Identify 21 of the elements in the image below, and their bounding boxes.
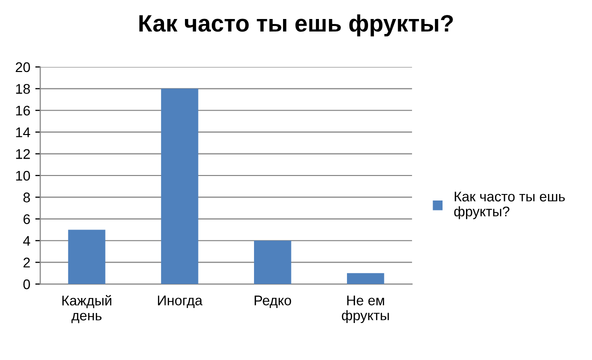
y-tick-label: 10	[16, 170, 30, 181]
y-tick-label: 14	[16, 128, 30, 138]
y-tick-label: 0	[23, 279, 30, 290]
x-tick-label: Не ем фрукты	[342, 296, 389, 324]
bar	[68, 230, 106, 284]
y-tick-label: 8	[23, 192, 30, 202]
chart-title: Как часто ты ешь фрукты?	[139, 14, 453, 36]
y-tick-label: 12	[16, 149, 30, 159]
y-tick-label: 16	[16, 106, 30, 116]
x-tick-label: Каждый день	[62, 295, 112, 324]
bar	[346, 273, 384, 284]
x-tick-label: Иногда	[158, 296, 202, 308]
y-tick-label: 20	[16, 62, 30, 72]
bar	[254, 240, 292, 284]
x-tick-label: Редко	[254, 296, 292, 308]
y-tick-label: 4	[23, 236, 30, 246]
legend-label: Как часто ты ешь фрукты?	[454, 192, 565, 220]
y-tick-label: 2	[24, 258, 30, 268]
y-tick-label: 6	[24, 214, 30, 224]
bar	[161, 88, 198, 284]
y-tick-label: 18	[16, 84, 30, 94]
